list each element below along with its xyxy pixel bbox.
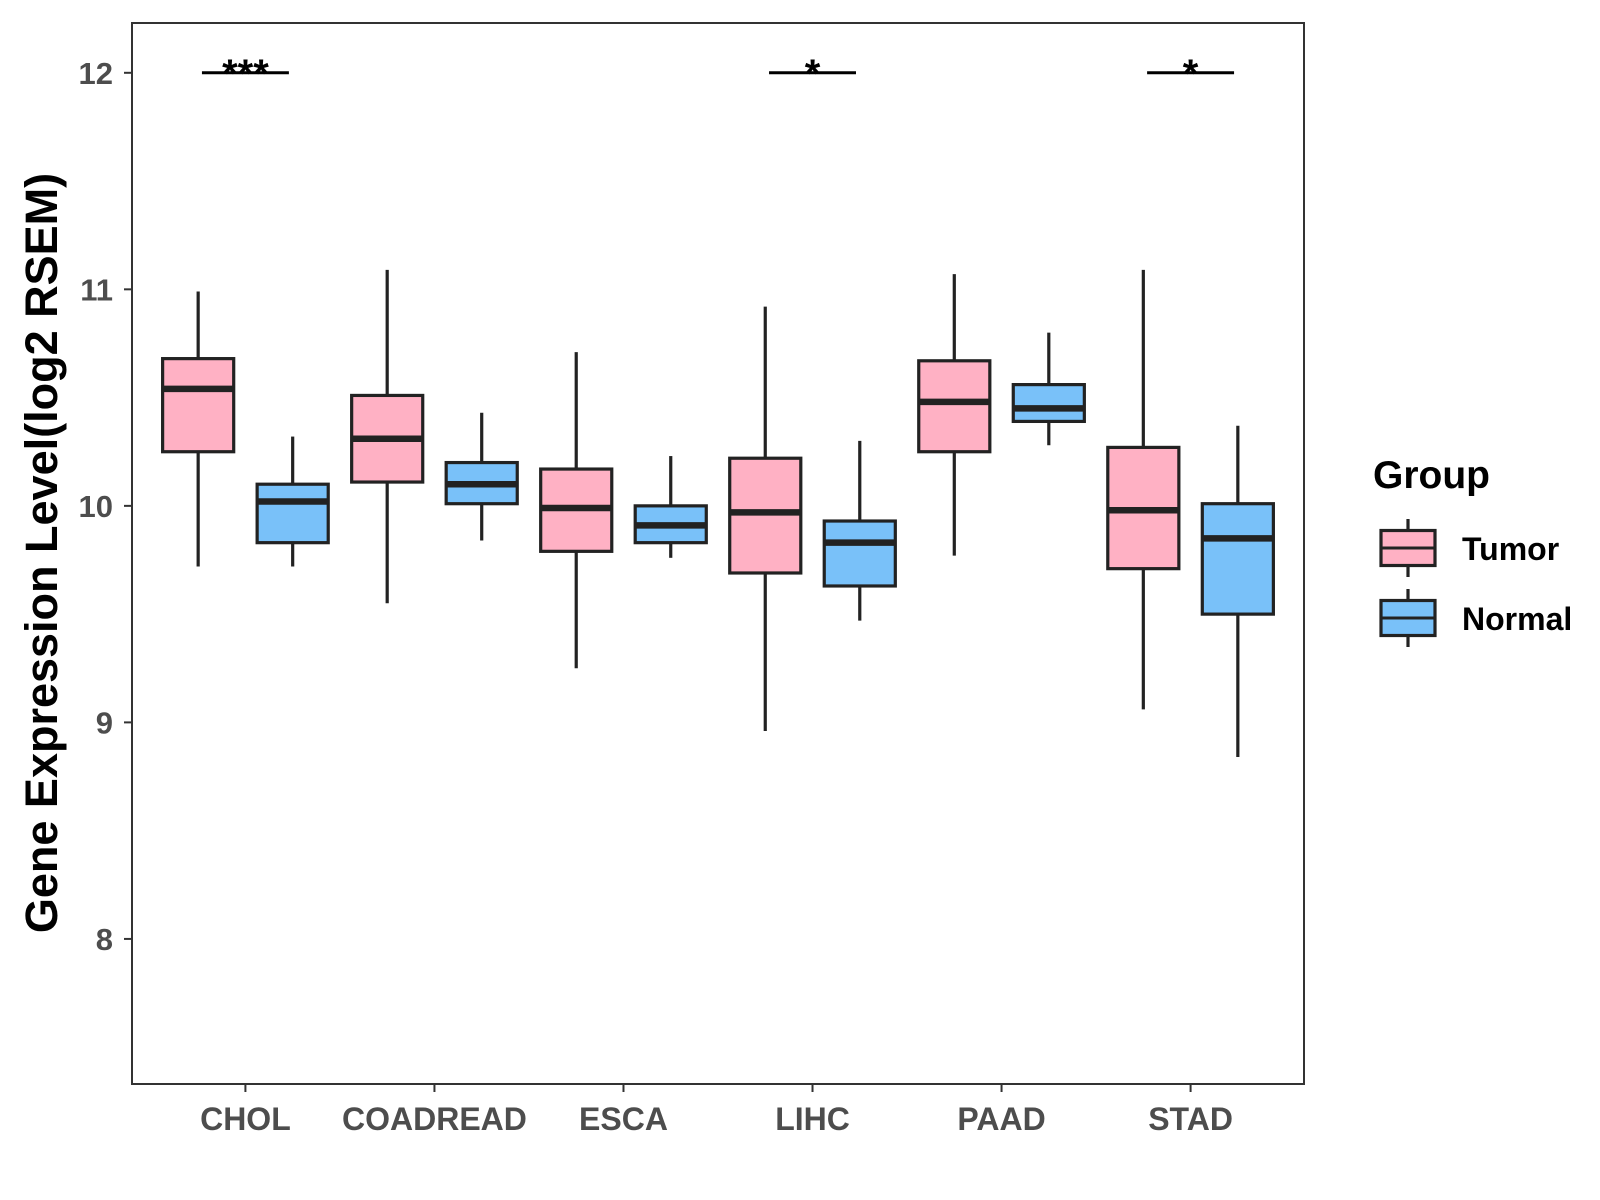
x-tick-label: COADREAD bbox=[342, 1101, 527, 1137]
boxplot-normal-esca bbox=[633, 456, 708, 558]
legend-item-normal: Normal bbox=[1379, 589, 1572, 647]
y-tick-label: 11 bbox=[80, 272, 113, 307]
box-normal-stad bbox=[1200, 502, 1275, 616]
x-tick-label: LIHC bbox=[775, 1101, 850, 1137]
boxplot-normal-stad bbox=[1200, 425, 1275, 758]
legend-label: Tumor bbox=[1462, 531, 1559, 567]
plot-panel bbox=[131, 22, 1305, 1085]
significance-label: * bbox=[805, 52, 821, 96]
box-normal-paad bbox=[1011, 383, 1086, 424]
y-tick-label: 9 bbox=[96, 705, 113, 740]
x-tick-label: PAAD bbox=[957, 1101, 1045, 1137]
boxplot-tumor-paad bbox=[917, 274, 992, 556]
legend-label: Normal bbox=[1462, 601, 1572, 637]
boxplot-normal-chol bbox=[255, 436, 330, 567]
x-tick-label: STAD bbox=[1148, 1101, 1233, 1137]
boxplot-tumor-esca bbox=[539, 352, 614, 669]
axes: 8 9 10 11 12 CHOL COADREAD ESCA LIHC PAAD STAD bbox=[79, 56, 1233, 1137]
x-tick-label: ESCA bbox=[579, 1101, 668, 1137]
legend: Group Tumor Normal bbox=[1373, 454, 1572, 647]
box-tumor-paad bbox=[917, 359, 992, 454]
boxplot-tumor-coadread bbox=[350, 269, 425, 604]
boxplot-normal-lihc bbox=[822, 440, 897, 621]
box-tumor-chol bbox=[161, 357, 236, 454]
boxplot-normal-paad bbox=[1011, 332, 1086, 446]
y-tick-label: 8 bbox=[96, 922, 113, 957]
y-tick-label: 10 bbox=[79, 489, 113, 524]
legend-item-tumor: Tumor bbox=[1379, 519, 1559, 577]
y-tick-label: 12 bbox=[79, 56, 113, 91]
significance-label: * bbox=[1183, 52, 1199, 96]
box-normal-chol bbox=[255, 482, 330, 545]
box-normal-lihc bbox=[822, 519, 897, 588]
legend-title: Group bbox=[1373, 454, 1490, 497]
significance-label: *** bbox=[222, 52, 269, 96]
boxplot-tumor-lihc bbox=[728, 306, 803, 732]
boxplot-tumor-chol bbox=[161, 291, 236, 567]
x-tick-label: CHOL bbox=[200, 1101, 291, 1137]
boxplot-normal-coadread bbox=[444, 412, 519, 541]
boxplot-tumor-stad bbox=[1106, 269, 1181, 710]
y-axis-title: Gene Expression Level(log2 RSEM) bbox=[16, 173, 67, 933]
plot-marks: *** * * bbox=[161, 52, 1275, 758]
